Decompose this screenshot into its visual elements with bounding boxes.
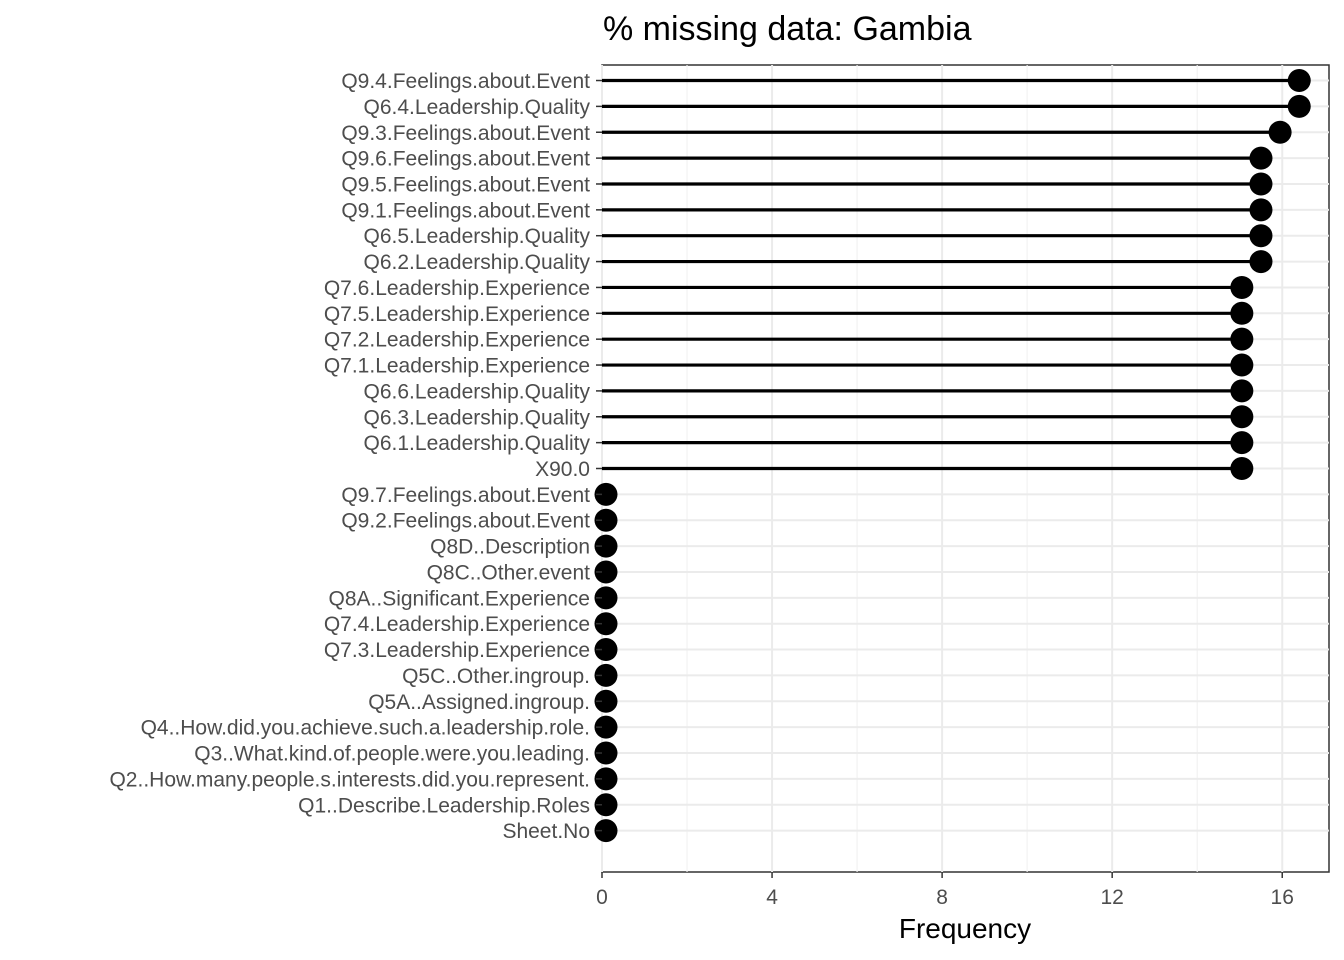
lollipop-point: [594, 638, 618, 662]
y-tick-label: Q6.5.Leadership.Quality: [364, 225, 591, 248]
y-tick-label: Q9.6.Feelings.about.Event: [341, 148, 590, 171]
x-axis-title: Frequency: [899, 913, 1031, 944]
lollipop-point: [594, 767, 618, 791]
lollipop-point: [594, 689, 618, 713]
lollipop-point: [1249, 224, 1273, 248]
y-tick-label: Q5C..Other.ingroup.: [402, 665, 590, 688]
lollipop-point: [594, 534, 618, 558]
y-tick-label: Q1..Describe.Leadership.Roles: [298, 794, 590, 817]
chart-title: % missing data: Gambia: [603, 10, 972, 48]
y-tick-label: Q7.2.Leadership.Experience: [324, 329, 590, 352]
y-tick-label: Q6.6.Leadership.Quality: [364, 380, 591, 403]
y-tick-label: Q9.5.Feelings.about.Event: [341, 173, 590, 196]
lollipop-point: [1249, 250, 1273, 274]
y-tick-label: Q8C..Other.event: [427, 561, 591, 584]
y-tick-label: Q6.1.Leadership.Quality: [364, 432, 591, 455]
lollipop-point: [594, 482, 618, 506]
y-tick-label: Q9.2.Feelings.about.Event: [341, 510, 590, 533]
y-tick-label: Q9.4.Feelings.about.Event: [341, 70, 590, 93]
y-tick-label: Q7.4.Leadership.Experience: [324, 613, 590, 636]
lollipop-point: [594, 586, 618, 610]
lollipop-point: [594, 819, 618, 843]
x-tick-label: 12: [1100, 886, 1123, 909]
y-tick-label: Q9.7.Feelings.about.Event: [341, 484, 590, 507]
lollipop-point: [1230, 353, 1254, 377]
x-tick-label: 0: [596, 886, 608, 909]
y-tick-label: X90.0: [535, 458, 590, 481]
lollipop-point: [594, 793, 618, 817]
lollipop-point: [1268, 120, 1292, 144]
y-tick-label: Q5A..Assigned.ingroup.: [368, 691, 590, 714]
x-tick-label: 16: [1271, 886, 1294, 909]
lollipop-point: [1230, 379, 1254, 403]
lollipop-point: [1249, 198, 1273, 222]
y-tick-label: Q7.6.Leadership.Experience: [324, 277, 590, 300]
y-tick-label: Q7.3.Leadership.Experience: [324, 639, 590, 662]
lollipop-point: [594, 612, 618, 636]
y-tick-label: Q8A..Significant.Experience: [329, 587, 590, 610]
y-tick-label: Sheet.No: [502, 820, 590, 843]
y-tick-label: Q9.3.Feelings.about.Event: [341, 122, 590, 145]
y-tick-label: Q3..What.kind.of.people.were.you.leading…: [194, 743, 590, 766]
x-tick-label: 4: [766, 886, 778, 909]
y-axis: Q9.4.Feelings.about.Event Q6.4.Leadership…: [109, 70, 602, 843]
x-axis: 0 4 8 12 16: [596, 872, 1294, 909]
lollipop-point: [1230, 431, 1254, 455]
y-tick-label: Q4..How.did.you.achieve.such.a.leadershi…: [141, 717, 590, 740]
x-tick-label: 8: [936, 886, 948, 909]
lollipop-point: [1230, 457, 1254, 480]
y-tick-label: Q6.2.Leadership.Quality: [364, 251, 591, 274]
y-tick-label: Q7.5.Leadership.Experience: [324, 303, 590, 326]
lollipop-point: [1230, 405, 1254, 429]
lollipop-point: [594, 663, 618, 687]
lollipop-point: [1230, 327, 1254, 351]
lollipop-point: [1249, 172, 1273, 196]
y-tick-label: Q6.3.Leadership.Quality: [364, 406, 591, 429]
y-tick-label: Q7.1.Leadership.Experience: [324, 355, 590, 378]
lollipop-point: [594, 508, 618, 532]
lollipop-point: [1230, 275, 1254, 299]
lollipop-point: [1249, 146, 1273, 170]
y-tick-label: Q2..How.many.people.s.interests.did.you.…: [109, 768, 590, 791]
lollipop-point: [594, 560, 618, 584]
lollipop-point: [1287, 69, 1311, 93]
lollipop-point: [594, 715, 618, 739]
y-tick-label: Q8D..Description: [430, 536, 590, 559]
lollipop-point: [1287, 94, 1311, 118]
lollipop-point: [1230, 301, 1254, 325]
y-tick-label: Q6.4.Leadership.Quality: [364, 96, 591, 119]
lollipop-point: [594, 741, 618, 765]
lollipop-marks: [594, 69, 1311, 843]
y-tick-label: Q9.1.Feelings.about.Event: [341, 199, 590, 222]
